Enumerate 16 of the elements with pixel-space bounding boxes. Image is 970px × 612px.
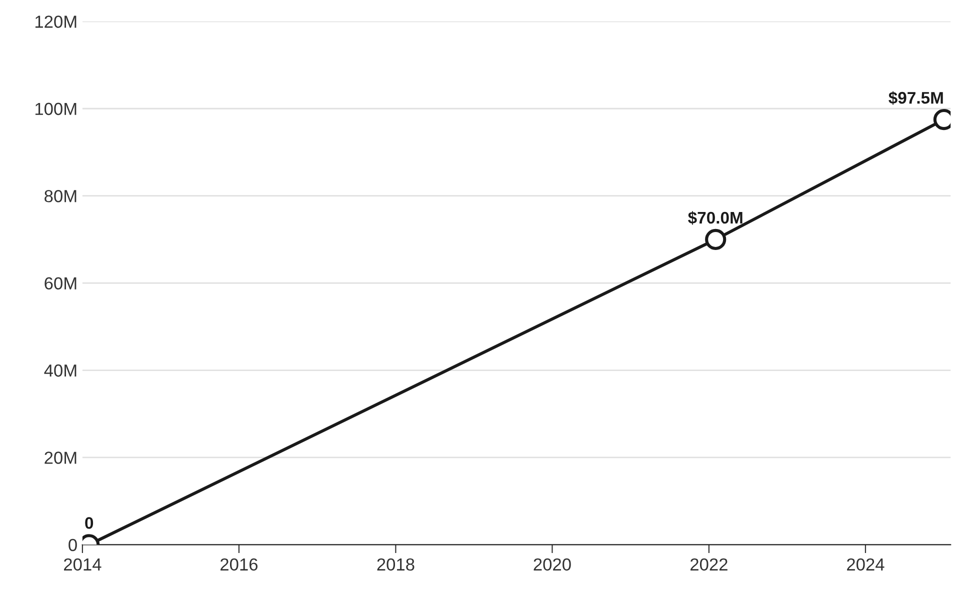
x-tick-label: 2020: [534, 558, 571, 571]
y-tick-label: 60M: [44, 277, 76, 290]
y-tick-label: 120M: [35, 16, 76, 28]
y-tick-label: 0: [68, 538, 77, 552]
x-tick-label: 2022: [690, 558, 728, 571]
x-tick-label: 2024: [847, 558, 884, 571]
data-label: $97.5M: [888, 91, 943, 105]
x-tick-label: 2018: [377, 558, 414, 571]
y-tick-label: 40M: [44, 364, 76, 377]
y-tick-label: 80M: [44, 190, 76, 202]
data-label: 0: [85, 517, 94, 529]
data-label: $70.0M: [688, 211, 742, 225]
y-tick-label: 100M: [35, 102, 76, 116]
x-tick-label: 2014: [64, 558, 102, 571]
y-tick-label: 20M: [44, 452, 76, 464]
x-tick-label: 2016: [220, 558, 258, 571]
